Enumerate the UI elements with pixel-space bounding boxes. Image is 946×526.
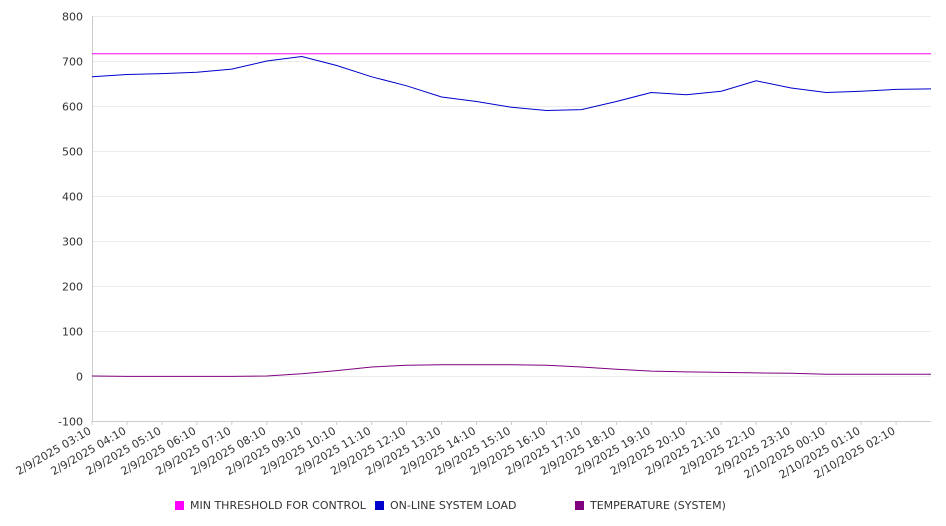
y-tick-label: 300: [62, 236, 83, 249]
legend-item-temperature: TEMPERATURE (SYSTEM): [575, 499, 726, 512]
y-tick-label: 600: [62, 101, 83, 114]
y-tick-label: 700: [62, 56, 83, 69]
gridlines: [92, 16, 931, 422]
y-axis-tick-labels: 800 700 600 500 400 300 200 100 0 -100: [58, 11, 83, 429]
legend: MIN THRESHOLD FOR CONTROL ON-LINE SYSTEM…: [0, 499, 946, 515]
legend-item-threshold: MIN THRESHOLD FOR CONTROL: [175, 499, 366, 512]
y-tick-label: 0: [76, 371, 83, 384]
y-tick-label: 200: [62, 281, 83, 294]
legend-label-temperature: TEMPERATURE (SYSTEM): [590, 499, 726, 512]
y-tick-label: 100: [62, 326, 83, 339]
legend-swatch-threshold: [175, 501, 184, 510]
legend-item-load: ON-LINE SYSTEM LOAD: [375, 499, 516, 512]
series-line-2: [91, 364, 931, 377]
series-lines: [91, 53, 932, 377]
series-line-1: [91, 55, 932, 112]
y-tick-label: 400: [62, 191, 83, 204]
x-axis-tick-labels: 2/9/2025 03:102/9/2025 04:102/9/2025 05:…: [14, 421, 898, 481]
axes: [92, 16, 931, 422]
legend-swatch-temperature: [575, 501, 584, 510]
y-tick-label: 500: [62, 146, 83, 159]
legend-label-load: ON-LINE SYSTEM LOAD: [390, 499, 517, 512]
legend-label-threshold: MIN THRESHOLD FOR CONTROL: [190, 499, 366, 512]
legend-swatch-load: [375, 501, 384, 510]
y-tick-label: 800: [62, 11, 83, 24]
y-tick-label: -100: [58, 416, 83, 429]
